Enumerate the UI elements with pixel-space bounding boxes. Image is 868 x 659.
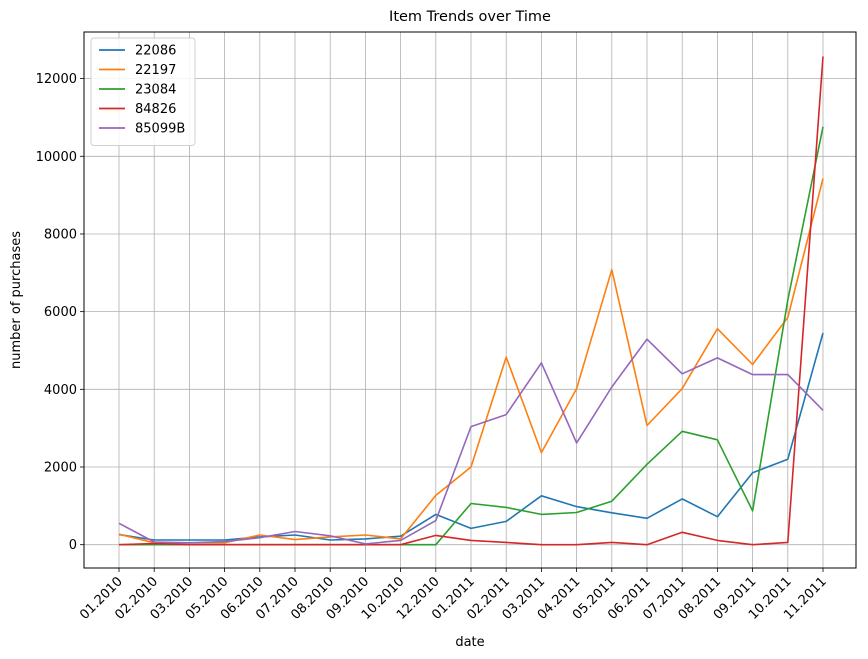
y-axis-label: number of purchases <box>9 231 24 369</box>
legend-label-85099B: 85099B <box>135 122 185 137</box>
y-tick-label: 8000 <box>44 227 77 242</box>
series-line-85099B <box>118 338 824 545</box>
y-tick-label: 4000 <box>44 383 77 398</box>
chart-title: Item Trends over Time <box>389 9 551 25</box>
series-line-22086 <box>118 332 824 541</box>
legend-box <box>90 37 196 146</box>
legend-label-22086: 22086 <box>135 44 176 59</box>
y-tick-label: 6000 <box>44 305 77 320</box>
y-tick-label: 12000 <box>36 72 77 87</box>
legend: 22086 22197 23084 84826 85099B <box>90 37 196 146</box>
legend-label-84826: 84826 <box>135 102 176 117</box>
y-tick-label: 0 <box>69 538 77 553</box>
plot-frame <box>83 31 857 569</box>
y-tick-label: 2000 <box>44 461 77 476</box>
legend-label-22197: 22197 <box>135 63 176 78</box>
y-tick-label: 10000 <box>36 150 77 165</box>
x-axis-label: date <box>455 635 484 650</box>
legend-label-23084: 23084 <box>135 83 176 98</box>
series-lines <box>118 56 824 546</box>
series-line-84826 <box>118 56 824 546</box>
y-axis: 0 2000 4000 6000 8000 10000 12000 <box>36 72 84 553</box>
